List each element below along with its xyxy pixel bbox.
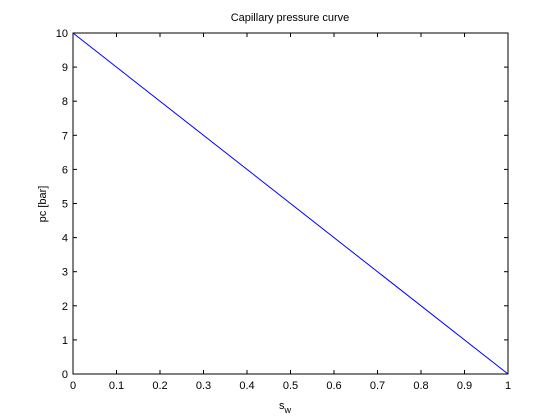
- y-tick-label: 1: [62, 335, 68, 347]
- x-tick-label: 0.9: [457, 380, 472, 392]
- x-tick-label: 0.1: [109, 380, 124, 392]
- y-tick-label: 2: [62, 301, 68, 313]
- x-tick-label: 0.6: [326, 380, 341, 392]
- x-axis: 0 0.1 0.2 0.3 0.4 0.5 0.6 0.7 0.8 0.9 1: [70, 33, 511, 392]
- chart-title: Capillary pressure curve: [231, 12, 350, 24]
- y-tick-label: 3: [62, 267, 68, 279]
- x-axis-label-subscript: w: [284, 405, 292, 415]
- y-tick-label: 0: [62, 369, 68, 381]
- x-axis-label-main: s: [279, 400, 285, 412]
- y-tick-label: 6: [62, 164, 68, 176]
- x-tick-label: 0.4: [239, 380, 254, 392]
- y-tick-label: 4: [62, 233, 68, 245]
- x-tick-label: 0: [70, 380, 76, 392]
- x-axis-label: sw: [279, 400, 292, 415]
- y-tick-label: 10: [56, 28, 68, 40]
- x-tick-label: 0.2: [152, 380, 167, 392]
- y-tick-label: 7: [62, 130, 68, 142]
- y-tick-label: 8: [62, 96, 68, 108]
- y-tick-label: 9: [62, 62, 68, 74]
- series-layer: [72, 32, 509, 375]
- x-tick-label: 1: [505, 380, 511, 392]
- y-axis: 0 1 2 3 4 5 6 7 8 9 10: [56, 28, 508, 381]
- x-tick-label: 0.7: [370, 380, 385, 392]
- y-axis-label: pc [bar]: [37, 186, 49, 223]
- series-line: [72, 32, 509, 375]
- x-tick-label: 0.3: [196, 380, 211, 392]
- x-tick-label: 0.5: [283, 380, 298, 392]
- y-tick-label: 5: [62, 199, 68, 211]
- x-tick-label: 0.8: [413, 380, 428, 392]
